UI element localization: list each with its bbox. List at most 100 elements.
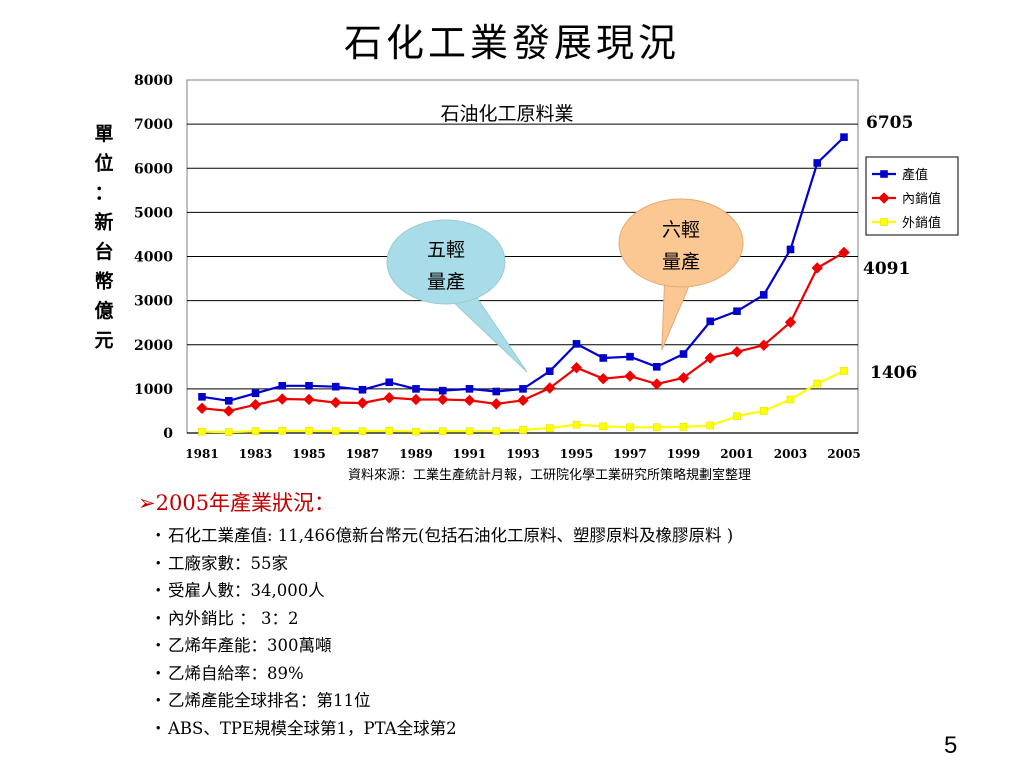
x-tick-label: 1981 xyxy=(185,447,218,461)
data-point xyxy=(597,373,609,385)
x-tick-label: 1999 xyxy=(667,447,700,461)
x-tick-label: 1997 xyxy=(613,447,646,461)
legend-swatch-marker xyxy=(880,170,888,178)
data-point xyxy=(492,387,501,396)
data-point xyxy=(758,339,770,351)
data-point xyxy=(276,393,288,405)
list-item: 乙烯年產能：300萬噸 xyxy=(150,632,920,660)
list-item: ABS、TPE規模全球第1，PTA全球第2 xyxy=(150,715,920,743)
list-item: 內外銷比 ： 3：2 xyxy=(150,605,920,633)
data-point xyxy=(330,396,342,409)
data-label: 4091 xyxy=(863,259,910,279)
data-point xyxy=(492,427,501,436)
legend-swatch-marker xyxy=(880,218,888,226)
data-point xyxy=(465,385,474,393)
list-item: 乙烯自給率：89% xyxy=(150,660,920,688)
y-tick-label: 7000 xyxy=(134,117,173,133)
data-point xyxy=(519,385,527,393)
data-point xyxy=(786,245,795,254)
y-axis-label-char: ： xyxy=(94,182,113,204)
callout-wujing xyxy=(386,219,506,305)
data-point xyxy=(840,133,848,141)
y-axis-label-char: 新 xyxy=(94,211,113,234)
data-point xyxy=(840,367,848,375)
data-point xyxy=(572,340,581,348)
y-tick-label: 6000 xyxy=(134,161,173,177)
y-tick-label: 8000 xyxy=(134,73,173,89)
data-point xyxy=(651,378,663,390)
list-item: 受雇人數：34,000人 xyxy=(150,577,920,605)
data-point xyxy=(465,427,474,436)
callout-text: 量產 xyxy=(427,271,465,293)
data-point xyxy=(198,393,206,401)
x-tick-label: 2005 xyxy=(827,447,860,461)
data-point xyxy=(251,427,260,436)
data-point xyxy=(759,291,768,299)
section-heading: ➢2005年產業狀況： xyxy=(138,487,335,517)
data-point xyxy=(733,412,741,421)
y-axis-label-char: 台 xyxy=(94,240,113,263)
data-point xyxy=(356,397,369,409)
legend-label: 內銷值 xyxy=(902,191,941,207)
data-point xyxy=(438,386,447,395)
data-point xyxy=(652,423,661,432)
data-point xyxy=(331,382,340,391)
data-point xyxy=(358,385,367,394)
data-point xyxy=(490,398,502,410)
data-point xyxy=(544,382,556,394)
data-point xyxy=(223,405,235,417)
data-point xyxy=(786,395,795,404)
data-point xyxy=(626,423,634,432)
slide-title: 石化工業發展現況 xyxy=(343,21,680,65)
data-point xyxy=(412,385,420,393)
legend-swatch-marker xyxy=(878,192,890,204)
x-tick-label: 2001 xyxy=(720,447,753,461)
arrow-bullet-icon: ➢ xyxy=(138,491,156,515)
list-item: 工廠家數：55家 xyxy=(150,550,920,578)
data-point xyxy=(519,426,527,434)
data-point xyxy=(572,420,581,429)
data-point xyxy=(599,422,608,431)
data-point xyxy=(385,426,394,435)
data-point xyxy=(706,421,715,430)
x-tick-label: 1995 xyxy=(560,447,593,461)
data-point xyxy=(437,393,449,406)
data-point xyxy=(733,307,741,316)
data-point xyxy=(731,346,743,358)
y-axis-label-char: 元 xyxy=(94,330,113,352)
data-point xyxy=(838,246,850,259)
data-point xyxy=(305,426,313,435)
x-tick-label: 2003 xyxy=(774,447,807,461)
chart-title: 石油化工原料業 xyxy=(440,103,573,125)
y-tick-label: 5000 xyxy=(134,205,173,221)
y-axis-label-char: 億 xyxy=(94,299,113,322)
data-point xyxy=(249,399,262,411)
data-point xyxy=(517,394,529,407)
data-point xyxy=(759,407,768,415)
data-point xyxy=(677,372,690,384)
data-point xyxy=(385,378,394,387)
data-point xyxy=(463,394,476,407)
data-point xyxy=(438,427,447,436)
x-tick-label: 1991 xyxy=(453,447,486,461)
y-tick-label: 4000 xyxy=(134,250,173,266)
callout-liujing xyxy=(618,198,744,288)
y-axis-label-char: 位 xyxy=(94,152,113,175)
section-heading-text: 2005年產業狀況： xyxy=(155,491,336,515)
data-point xyxy=(196,402,208,414)
x-tick-label: 1985 xyxy=(292,447,325,461)
data-point xyxy=(278,381,287,390)
data-point xyxy=(358,427,367,436)
data-point xyxy=(251,389,260,398)
data-point xyxy=(383,391,395,404)
y-tick-label: 1000 xyxy=(134,382,173,398)
data-point xyxy=(545,367,554,376)
x-tick-label: 1983 xyxy=(239,447,272,461)
data-point xyxy=(811,262,823,274)
y-tick-label: 2000 xyxy=(134,338,173,354)
x-tick-label: 1989 xyxy=(399,447,432,461)
x-tick-label: 1993 xyxy=(506,447,539,461)
data-label: 1406 xyxy=(870,363,917,383)
data-point xyxy=(652,363,661,371)
